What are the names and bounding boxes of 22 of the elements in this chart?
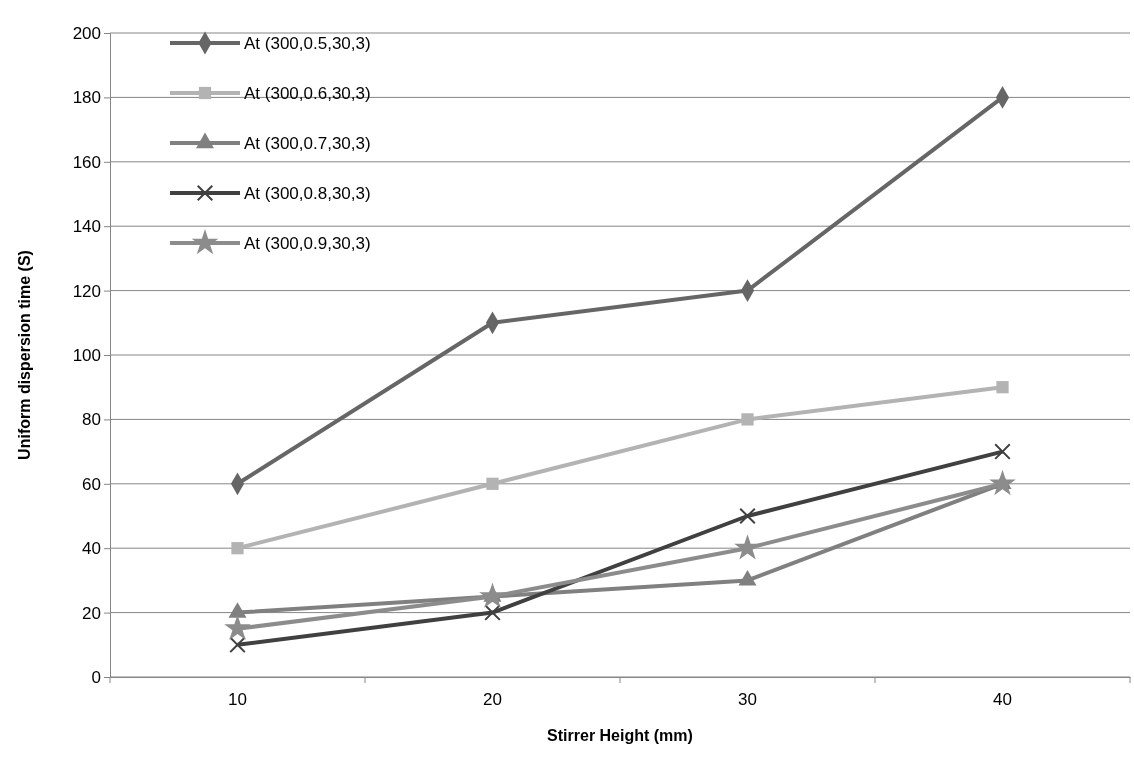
x-tick-label: 20 [483, 690, 502, 710]
y-tick-label: 20 [82, 603, 101, 623]
x-tick-label: 30 [738, 690, 757, 710]
y-tick-label: 180 [72, 88, 101, 108]
y-tick-label: 80 [82, 410, 101, 430]
x-tick-label: 40 [993, 690, 1012, 710]
legend-label: At (300,0.6,30,3) [244, 84, 371, 103]
legend-label: At (300,0.8,30,3) [244, 184, 371, 203]
legend-label: At (300,0.7,30,3) [244, 134, 371, 153]
y-tick-label: 60 [82, 474, 101, 494]
y-tick-label: 140 [72, 217, 101, 237]
y-tick-label: 0 [91, 667, 101, 687]
y-tick-label: 120 [72, 281, 101, 301]
legend-label: At (300,0.5,30,3) [244, 34, 371, 53]
x-tick-label: 10 [228, 690, 247, 710]
x-axis-title: Stirrer Height (mm) [547, 727, 693, 744]
legend-label: At (300,0.9,30,3) [244, 234, 371, 253]
y-axis-title: Uniform dispersion time (S) [16, 250, 33, 460]
y-tick-label: 100 [72, 345, 101, 365]
y-tick-label: 200 [72, 23, 101, 43]
y-tick-label: 40 [82, 539, 101, 559]
y-tick-label: 160 [72, 152, 101, 172]
